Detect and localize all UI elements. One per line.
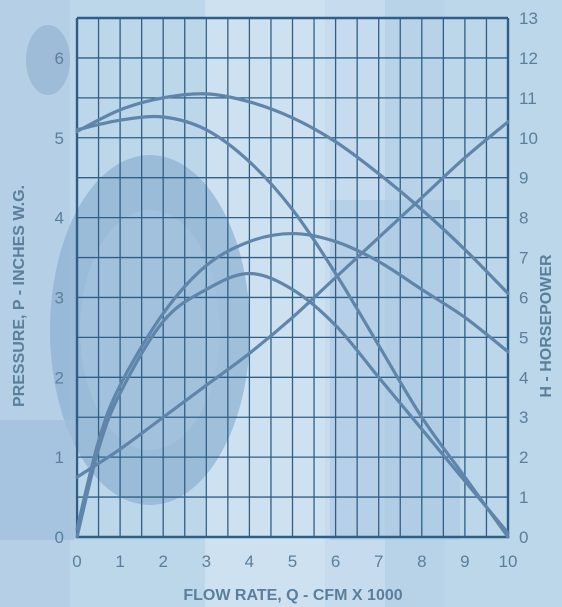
y-tick-label: 0 <box>55 528 64 547</box>
series-line-3 <box>75 231 510 531</box>
y2-tick-label: 9 <box>519 169 528 188</box>
grid-lines <box>75 16 510 539</box>
x-tick-label: 0 <box>72 552 81 571</box>
y2-tick-label: 3 <box>519 408 528 427</box>
series-line-2 <box>75 114 510 539</box>
y-tick-label: 3 <box>55 288 64 307</box>
y2-tick-label: 11 <box>519 89 537 108</box>
y-tick-label: 5 <box>55 129 64 148</box>
y2-tick-label: 12 <box>519 49 538 68</box>
y2-tick-label: 4 <box>519 368 528 387</box>
y2-tick-label: 5 <box>519 328 528 347</box>
y-tick-label: 4 <box>55 209 64 228</box>
x-tick-label: 10 <box>499 552 518 571</box>
y-tick-label: 2 <box>55 368 64 387</box>
y2-tick-label: 7 <box>519 249 528 268</box>
y2-axis-title: H - HORSEPOWER <box>538 254 555 398</box>
y-tick-label: 1 <box>55 448 64 467</box>
series-layer <box>75 92 510 539</box>
x-tick-label: 8 <box>417 552 426 571</box>
series-line-4 <box>75 271 510 539</box>
y2-tick-label: 1 <box>519 488 528 507</box>
series-line-5 <box>75 120 510 479</box>
x-tick-label: 6 <box>331 552 340 571</box>
series-line-1 <box>75 92 510 296</box>
y2-tick-label: 13 <box>519 9 538 28</box>
x-tick-label: 5 <box>288 552 297 571</box>
y2-tick-label: 8 <box>519 209 528 228</box>
x-tick-label: 4 <box>245 552 254 571</box>
x-axis-title: FLOW RATE, Q - CFM X 1000 <box>183 587 402 604</box>
y2-tick-label: 0 <box>519 528 528 547</box>
x-tick-label: 7 <box>374 552 383 571</box>
y2-tick-label: 6 <box>519 288 528 307</box>
y2-tick-label: 10 <box>519 129 538 148</box>
y-axis-title: PRESSURE, P - INCHES W.G. <box>11 185 28 407</box>
x-tick-label: 2 <box>158 552 167 571</box>
x-tick-label: 3 <box>202 552 211 571</box>
x-tick-label: 9 <box>460 552 469 571</box>
x-tick-label: 1 <box>115 552 124 571</box>
y-tick-label: 6 <box>55 49 64 68</box>
y2-tick-label: 2 <box>519 448 528 467</box>
